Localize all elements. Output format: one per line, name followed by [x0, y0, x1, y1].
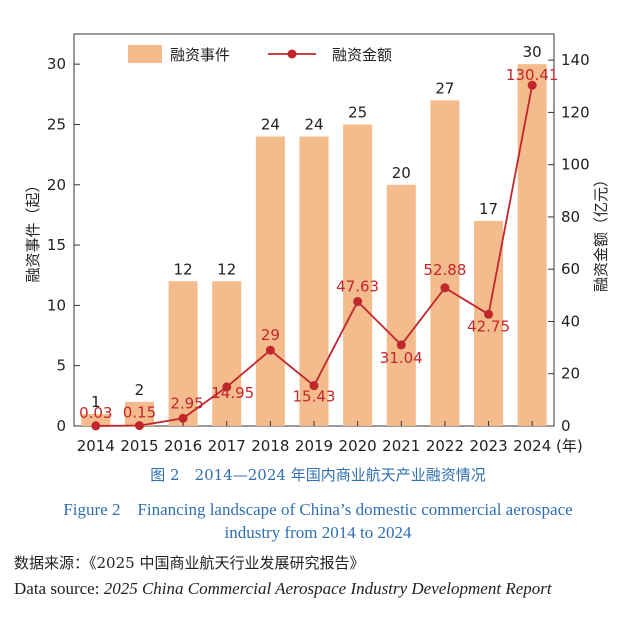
- legend-line-label: 融资金额: [332, 46, 392, 64]
- amount-point: [222, 382, 232, 392]
- bar-series: [81, 64, 547, 427]
- x-tick-label: 2015: [120, 437, 158, 455]
- bar-value-label: 24: [304, 116, 323, 134]
- line-value-label: 29: [261, 326, 280, 344]
- x-tick-label: 2016: [164, 437, 202, 455]
- line-value-label: 130.41: [506, 66, 559, 84]
- line-series: [91, 80, 537, 431]
- line-value-label: 0.03: [79, 404, 112, 422]
- bar: [386, 184, 416, 426]
- x-tick-label: 2019: [295, 437, 333, 455]
- y-left-tick-label: 15: [47, 236, 66, 254]
- bar-value-label: 20: [392, 164, 411, 182]
- y-right-tick-label: 140: [561, 51, 590, 69]
- line-value-label: 15.43: [293, 388, 336, 406]
- amount-point: [396, 340, 406, 350]
- bar-value-label: 1: [91, 393, 101, 411]
- line-value-label: 0.15: [123, 404, 156, 422]
- amount-point: [527, 80, 537, 90]
- data-source-en: Data source: 2025 China Commercial Aeros…: [14, 579, 552, 599]
- legend: 融资事件 融资金额: [128, 45, 392, 64]
- amount-point: [309, 381, 319, 391]
- bar: [81, 413, 111, 426]
- bar-value-label: 2: [135, 381, 145, 399]
- bar-value-label: 30: [523, 43, 542, 61]
- x-unit-label: (年): [556, 437, 583, 455]
- figure-caption-en-line2: industry from 2014 to 2024: [224, 523, 412, 542]
- line-value-label: 14.95: [211, 384, 254, 402]
- line-value-label: 42.75: [467, 317, 510, 335]
- bar-value-label: 25: [348, 103, 367, 121]
- x-tick-label: 2024: [513, 437, 551, 455]
- y-right-tick-label: 120: [561, 103, 590, 121]
- amount-point: [91, 421, 101, 431]
- amount-point: [178, 413, 188, 423]
- y-left-tick-label: 25: [47, 115, 66, 133]
- bar: [517, 64, 547, 427]
- y-right-tick-label: 20: [561, 365, 580, 383]
- x-tick-label: 2018: [251, 437, 289, 455]
- line-value-label: 2.95: [170, 394, 203, 412]
- y-right-title: 融资金额（亿元）: [592, 172, 610, 292]
- figure-caption-cn: 图 2 2014—2024 年国内商业航天产业融资情况: [150, 466, 486, 484]
- figure-caption-en-line1: Figure 2 Financing landscape of China’s …: [63, 500, 573, 519]
- y-right-tick-label: 60: [561, 260, 580, 278]
- x-tick-label: 2014: [77, 437, 115, 455]
- bar-value-label: 12: [174, 260, 193, 278]
- bar: [474, 220, 504, 426]
- bar: [212, 281, 242, 426]
- y-left-tick-label: 20: [47, 176, 66, 194]
- legend-bar-label: 融资事件: [170, 46, 230, 64]
- line-value-label: 52.88: [423, 261, 466, 279]
- x-tick-label: 2020: [339, 437, 377, 455]
- bar: [255, 136, 285, 426]
- x-tick-label: 2017: [208, 437, 246, 455]
- y-right-tick-label: 80: [561, 208, 580, 226]
- amount-point: [265, 345, 275, 355]
- bar-value-label: 24: [261, 116, 280, 134]
- legend-line-marker: [287, 49, 297, 59]
- amount-point: [484, 309, 494, 319]
- amount-point: [440, 283, 450, 293]
- x-tick-label: 2021: [382, 437, 420, 455]
- y-left-tick-label: 5: [56, 357, 66, 375]
- x-tick-label: 2023: [469, 437, 507, 455]
- data-source-en-title: 2025 China Commercial Aerospace Industry…: [103, 579, 552, 598]
- y-right-tick-label: 40: [561, 312, 580, 330]
- bar-value-label: 12: [217, 260, 236, 278]
- y-right-tick-label: 0: [561, 417, 571, 435]
- x-tick-label: 2022: [426, 437, 464, 455]
- y-left-tick-label: 0: [56, 417, 66, 435]
- bar-value-label: 17: [479, 200, 498, 218]
- y-left-title: 融资事件（起）: [24, 177, 42, 282]
- legend-bar-swatch: [128, 45, 162, 63]
- line-value-label: 31.04: [380, 349, 423, 367]
- bar: [343, 124, 373, 426]
- amount-point: [353, 297, 363, 307]
- y-right-tick-label: 100: [561, 156, 590, 174]
- amount-point: [134, 421, 144, 431]
- bar: [168, 281, 198, 426]
- data-source-en-prefix: Data source:: [14, 579, 104, 598]
- y-left-tick-label: 10: [47, 296, 66, 314]
- data-source-cn: 数据来源：《2025 中国商业航天行业发展研究报告》: [14, 554, 365, 572]
- y-left-tick-label: 30: [47, 55, 66, 73]
- bar: [430, 100, 460, 426]
- bar-value-label: 27: [435, 79, 454, 97]
- line-value-label: 47.63: [336, 278, 379, 296]
